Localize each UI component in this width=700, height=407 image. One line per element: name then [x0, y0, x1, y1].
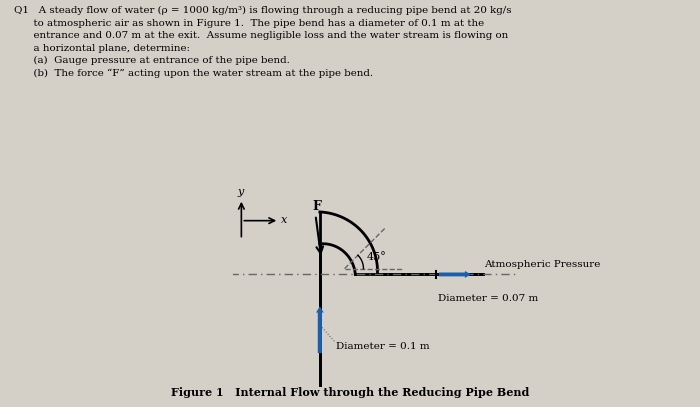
Text: Diameter = 0.1 m: Diameter = 0.1 m [336, 341, 430, 350]
Text: y: y [237, 187, 244, 197]
Text: x: x [281, 214, 287, 225]
Text: Diameter = 0.07 m: Diameter = 0.07 m [438, 293, 539, 302]
Text: Q1   A steady flow of water (ρ = 1000 kg/m³) is flowing through a reducing pipe : Q1 A steady flow of water (ρ = 1000 kg/m… [14, 6, 512, 79]
Text: F: F [312, 199, 321, 212]
Text: Atmospheric Pressure: Atmospheric Pressure [484, 260, 601, 269]
Text: 45°: 45° [366, 252, 386, 263]
Text: Figure 1   Internal Flow through the Reducing Pipe Bend: Figure 1 Internal Flow through the Reduc… [171, 387, 529, 398]
